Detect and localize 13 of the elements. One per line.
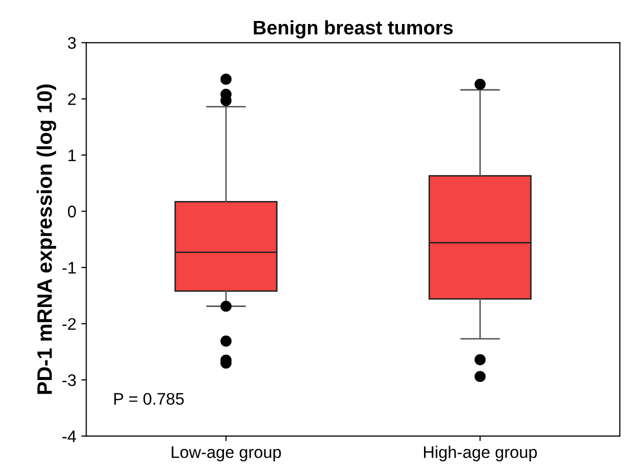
y-tick-label: 0 xyxy=(68,206,76,218)
x-tick-label: Low-age group xyxy=(172,446,281,462)
y-tick-label: 1 xyxy=(68,150,76,162)
annotation: P = 0.785 xyxy=(114,392,184,405)
x-tick-label: High-age group xyxy=(424,446,537,462)
y-tick-label: -3 xyxy=(62,374,76,386)
y-axis-title: PD-1 mRNA expression (log 10) xyxy=(36,84,56,394)
y-tick-label: 3 xyxy=(68,37,76,49)
y-tick-label: 2 xyxy=(68,93,76,105)
chart-title: Benign breast tumors xyxy=(254,20,453,38)
y-tick-label: -4 xyxy=(62,430,76,442)
y-tick-label: -1 xyxy=(62,262,76,274)
y-tick-label: -2 xyxy=(62,318,76,330)
